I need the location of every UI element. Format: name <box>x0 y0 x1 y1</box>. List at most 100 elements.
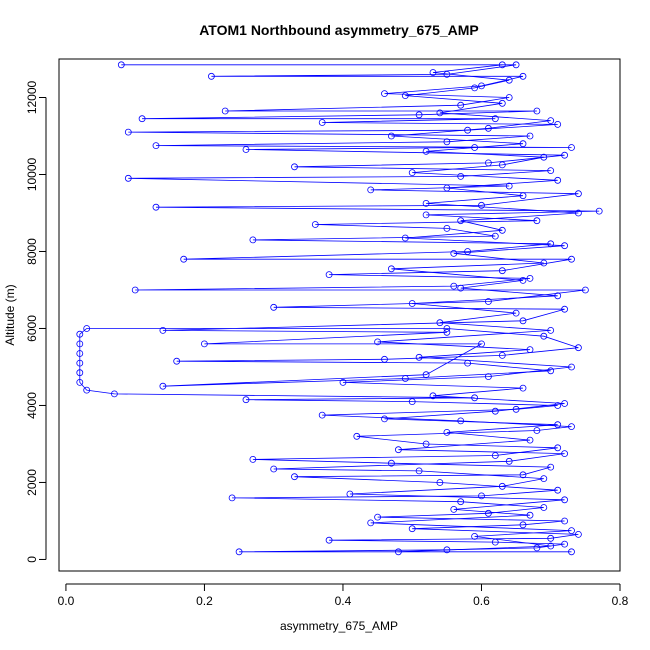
data-point <box>547 367 555 375</box>
data-point <box>498 61 506 69</box>
data-point <box>554 444 562 452</box>
data-point <box>575 209 582 217</box>
data-point <box>457 101 465 109</box>
data-point <box>533 217 541 225</box>
y-axis-label: Altitude (m) <box>3 284 17 345</box>
series-layer <box>76 61 603 556</box>
data-point <box>173 357 181 365</box>
data-point <box>325 271 333 279</box>
data-point <box>484 298 492 305</box>
data-point <box>422 440 430 448</box>
data-point <box>484 509 492 517</box>
data-point <box>491 407 499 415</box>
data-point <box>381 90 388 97</box>
data-point <box>159 326 167 334</box>
data-point <box>575 344 582 352</box>
data-point <box>76 369 84 377</box>
data-point <box>526 274 534 282</box>
data-point <box>568 255 575 263</box>
data-point <box>117 61 125 69</box>
data-point <box>318 411 326 419</box>
data-point <box>554 176 562 184</box>
data-point <box>540 259 548 267</box>
data-point <box>381 415 388 423</box>
y-tick-label: 0 <box>25 556 39 563</box>
data-point <box>374 513 382 521</box>
data-point <box>533 107 541 115</box>
data-point <box>124 174 132 182</box>
data-point <box>568 363 575 371</box>
data-point <box>450 505 458 513</box>
series-line <box>273 64 579 553</box>
data-point <box>318 119 326 126</box>
data-point <box>519 317 527 325</box>
data-point <box>498 161 506 169</box>
data-point <box>401 92 409 99</box>
data-point <box>429 392 437 400</box>
data-point <box>387 459 395 467</box>
chart-title: ATOM1 Northbound asymmetry_675_AMP <box>199 22 479 38</box>
data-point <box>76 378 84 386</box>
data-point <box>561 242 568 250</box>
data-point <box>325 536 333 544</box>
data-point <box>561 400 568 407</box>
data-point <box>526 132 534 140</box>
data-point <box>346 490 354 498</box>
series-2 <box>270 61 582 556</box>
data-point <box>505 94 513 101</box>
data-point <box>478 492 485 500</box>
series-1 <box>76 61 603 556</box>
data-point <box>478 201 485 209</box>
data-point <box>498 351 506 359</box>
data-point <box>540 504 548 511</box>
data-point <box>526 436 534 444</box>
data-point <box>83 386 91 394</box>
data-point <box>519 384 527 392</box>
data-point <box>138 115 146 123</box>
x-tick-label: 0.4 <box>335 594 352 608</box>
data-point <box>471 84 479 92</box>
data-point <box>124 128 132 136</box>
y-axis: 0 2000 4000 6000 8000 10000 12000 <box>25 80 47 563</box>
y-tick-label: 10000 <box>25 157 39 191</box>
data-point <box>540 475 548 483</box>
data-point <box>561 305 568 313</box>
data-point <box>484 373 492 381</box>
data-point <box>387 132 395 140</box>
data-point <box>76 350 84 357</box>
data-point <box>575 531 582 538</box>
x-axis-label: asymmetry_675_AMP <box>280 619 398 633</box>
y-tick-label: 6000 <box>25 315 39 342</box>
data-point <box>131 286 139 294</box>
data-point <box>415 467 423 475</box>
data-point <box>367 186 375 194</box>
data-point <box>353 432 361 440</box>
data-point <box>547 463 555 471</box>
data-point <box>408 398 416 406</box>
data-point <box>554 292 562 300</box>
data-point <box>422 147 430 155</box>
data-point <box>547 117 555 124</box>
data-point <box>394 446 402 454</box>
data-point <box>547 326 555 334</box>
data-point <box>561 450 568 458</box>
data-point <box>443 184 451 192</box>
data-point <box>422 211 430 219</box>
data-point <box>443 138 451 146</box>
data-point <box>408 525 416 533</box>
data-point <box>450 249 458 257</box>
data-point <box>401 375 409 382</box>
data-point <box>76 340 84 348</box>
data-point <box>519 72 527 80</box>
data-point <box>415 111 423 119</box>
data-point <box>443 224 451 232</box>
y-tick-label: 12000 <box>25 80 39 114</box>
data-point <box>443 328 451 336</box>
data-point <box>249 236 257 244</box>
data-point <box>228 494 236 502</box>
data-point <box>505 457 513 465</box>
data-point <box>242 146 250 153</box>
data-point <box>207 72 215 80</box>
data-point <box>443 325 451 332</box>
